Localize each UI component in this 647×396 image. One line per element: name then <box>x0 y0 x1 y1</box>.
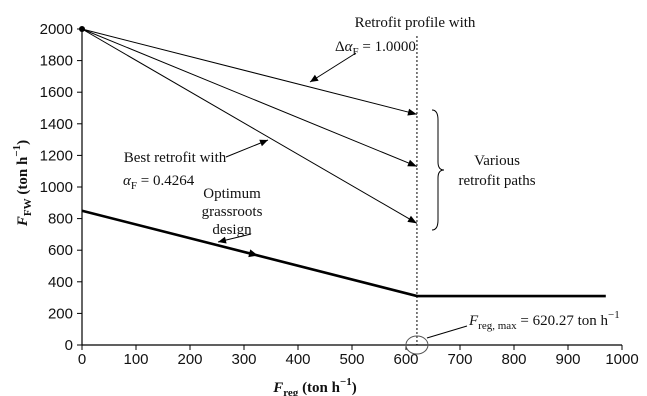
best-retrofit-label: Best retrofit with <box>124 150 227 166</box>
freg-max-marker <box>405 335 429 355</box>
design-label: design <box>212 222 252 238</box>
y-tick-label: 0 <box>65 337 73 354</box>
retrofit-profile-formula: ΔαF = 1.0000 <box>335 39 416 58</box>
x-tick-label: 300 <box>231 351 256 368</box>
y-tick-label: 1400 <box>40 116 73 133</box>
freg-max-leader <box>426 325 468 339</box>
retrofit-profile-arrow <box>309 52 357 83</box>
x-tick-label: 900 <box>555 351 580 368</box>
y-tick-label: 600 <box>48 242 73 259</box>
freg-max-label: Freg, max = 620.27 ton h−1 <box>468 309 620 332</box>
plot-area: 0 200 400 600 800 1000 1200 1400 1600 1800 2000 0 10… <box>40 21 639 368</box>
retrofit-profile-arrow-head <box>310 74 319 82</box>
retrofit-path-line <box>81 28 418 167</box>
y-tick-label: 400 <box>48 274 73 291</box>
grassroots-line <box>81 209 606 298</box>
x-tick-label: 0 <box>78 351 86 368</box>
x-tick-label: 500 <box>339 351 364 368</box>
grassroots-direction-arrow <box>248 249 258 258</box>
retrofit-profile-label: Retrofit profile with <box>355 15 476 31</box>
y-tick-label: 2000 <box>40 21 73 38</box>
x-tick-label: 700 <box>447 351 472 368</box>
y-axis-title: FFW (ton h−1) <box>11 140 34 227</box>
x-tick-label: 200 <box>177 351 202 368</box>
x-axis-title: Freg (ton h−1) <box>272 376 357 396</box>
y-tick-label: 800 <box>48 211 73 228</box>
y-tick-label: 1200 <box>40 147 73 164</box>
x-tick-label: 800 <box>501 351 526 368</box>
y-tick-label: 200 <box>48 305 73 322</box>
best-retrofit-formula: αF = 0.4264 <box>123 173 195 192</box>
retrofit-path-line <box>81 28 418 115</box>
path-arrowhead <box>407 215 417 224</box>
x-tick-label: 600 <box>393 351 418 368</box>
optimum-label: Optimum <box>203 186 261 202</box>
origin-point <box>79 26 85 32</box>
various-paths-brace <box>431 109 445 231</box>
x-tick-label: 1000 <box>605 351 638 368</box>
grassroots-label: grassroots <box>202 204 263 220</box>
various-label: Various <box>474 153 520 169</box>
x-tick-label: 100 <box>123 351 148 368</box>
optimum-arrow-head <box>218 236 227 244</box>
x-tick-label: 400 <box>285 351 310 368</box>
y-tick-label: 1600 <box>40 84 73 101</box>
y-tick-label: 1000 <box>40 179 73 196</box>
path-arrowhead <box>407 108 417 116</box>
retrofit-paths-label: retrofit paths <box>458 173 535 189</box>
y-tick-label: 1800 <box>40 53 73 70</box>
best-retrofit-arrow-head <box>259 139 268 147</box>
retrofit-path-line <box>81 28 418 224</box>
path-arrowhead <box>407 159 417 167</box>
